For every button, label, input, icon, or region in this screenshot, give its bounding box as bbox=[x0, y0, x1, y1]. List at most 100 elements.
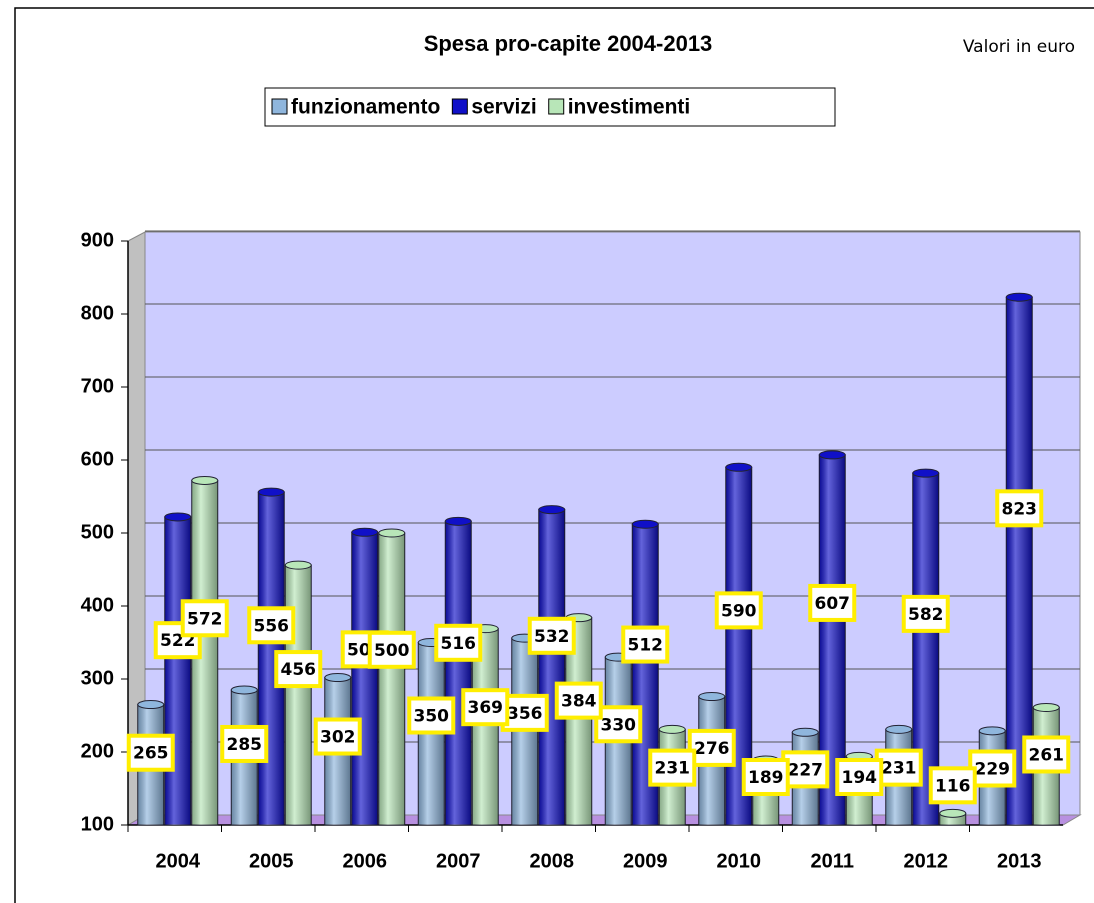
value-label: 285 bbox=[227, 735, 263, 755]
bar-top bbox=[658, 724, 686, 734]
value-label-box bbox=[554, 681, 603, 720]
bar-shade bbox=[939, 813, 966, 825]
x-tick-label: 2010 bbox=[717, 850, 762, 872]
bar-top bbox=[978, 726, 1006, 736]
y-tick-label: 600 bbox=[81, 448, 114, 470]
x-tick-label: 2013 bbox=[997, 850, 1042, 872]
bar-shade bbox=[445, 521, 472, 825]
frame bbox=[14, 7, 1094, 903]
value-label-box bbox=[835, 758, 884, 796]
value-label-box bbox=[461, 688, 510, 727]
value-label-box bbox=[594, 705, 643, 744]
value-label: 384 bbox=[561, 692, 597, 712]
value-label: 356 bbox=[507, 704, 543, 724]
bar-shade bbox=[378, 533, 405, 825]
bar-shade bbox=[164, 516, 191, 825]
bar-top bbox=[725, 462, 753, 472]
bar-top bbox=[818, 450, 846, 460]
value-label: 369 bbox=[468, 698, 504, 718]
value-label: 231 bbox=[655, 759, 691, 779]
y-tick-label: 300 bbox=[81, 667, 114, 689]
value-label-box bbox=[901, 594, 950, 633]
bar-shade bbox=[538, 509, 565, 825]
x-tick-label: 2007 bbox=[436, 850, 481, 872]
bar-top bbox=[351, 527, 379, 537]
legend-swatch bbox=[451, 98, 468, 115]
bar-top bbox=[230, 685, 258, 695]
bar-top bbox=[191, 475, 219, 485]
x-tick-label: 2008 bbox=[530, 850, 575, 872]
value-label-box bbox=[126, 733, 175, 772]
value-label: 229 bbox=[975, 759, 1011, 779]
value-label-box bbox=[621, 625, 670, 664]
legend-label: funzionamento bbox=[291, 96, 440, 119]
value-label-box bbox=[180, 599, 229, 638]
bar-top bbox=[257, 487, 285, 497]
bar-top bbox=[324, 673, 352, 683]
value-label: 227 bbox=[788, 760, 824, 780]
y-tick-label: 900 bbox=[81, 229, 114, 251]
value-label-box bbox=[313, 717, 362, 756]
x-tick-label: 2012 bbox=[904, 850, 949, 872]
y-tick-label: 200 bbox=[81, 740, 114, 762]
value-label: 582 bbox=[908, 605, 944, 625]
bar-shade bbox=[351, 532, 378, 825]
x-tick-label: 2005 bbox=[249, 850, 294, 872]
value-label-box bbox=[968, 749, 1017, 788]
legend-swatch bbox=[271, 98, 288, 115]
value-label: 512 bbox=[628, 636, 664, 656]
value-label: 330 bbox=[601, 715, 637, 735]
value-label: 265 bbox=[133, 744, 169, 764]
legend-swatch bbox=[548, 98, 565, 115]
legend: funzionamento servizi investimenti bbox=[271, 96, 691, 119]
value-label: 276 bbox=[694, 739, 730, 759]
value-label-box bbox=[1022, 735, 1071, 774]
value-label-box bbox=[928, 766, 977, 805]
bar-top bbox=[791, 727, 819, 737]
bar-top bbox=[164, 512, 192, 522]
value-label: 261 bbox=[1029, 745, 1065, 765]
bar-top bbox=[378, 528, 406, 538]
legend-label: servizi bbox=[471, 96, 536, 119]
value-label: 231 bbox=[881, 759, 917, 779]
value-label-box bbox=[220, 724, 269, 763]
value-label: 516 bbox=[441, 634, 477, 654]
bar-top bbox=[885, 724, 913, 734]
legend-label: investimenti bbox=[568, 96, 691, 119]
value-label-box bbox=[687, 728, 736, 767]
value-label: 116 bbox=[935, 776, 971, 796]
x-tick-label: 2006 bbox=[343, 850, 388, 872]
value-label-box bbox=[808, 583, 857, 622]
value-label-box bbox=[527, 616, 576, 655]
value-label-box bbox=[648, 748, 697, 787]
value-label: 194 bbox=[842, 768, 878, 788]
value-label: 590 bbox=[721, 601, 757, 621]
x-tick-label: 2011 bbox=[811, 850, 854, 872]
y-tick-label: 400 bbox=[81, 594, 114, 616]
value-label: 572 bbox=[187, 609, 223, 629]
value-label-box bbox=[407, 696, 456, 735]
bar-top bbox=[444, 516, 472, 526]
value-label-box bbox=[247, 606, 296, 645]
value-label: 500 bbox=[374, 641, 410, 661]
x-tick-label: 2009 bbox=[623, 850, 668, 872]
bar-top bbox=[1005, 292, 1033, 302]
value-label-box bbox=[741, 758, 790, 796]
chart-subtitle: Valori in euro bbox=[963, 37, 1075, 57]
y-tick-label: 100 bbox=[81, 813, 114, 835]
legend-box bbox=[264, 87, 836, 127]
value-label: 350 bbox=[414, 707, 450, 727]
value-label: 302 bbox=[320, 728, 356, 748]
chart-title: Spesa pro-capite 2004-2013 bbox=[424, 31, 713, 56]
value-label: 607 bbox=[815, 594, 851, 614]
bar-top bbox=[1032, 702, 1060, 712]
y-tick-label: 700 bbox=[81, 375, 114, 397]
bar-top bbox=[939, 808, 967, 818]
y-tick-label: 500 bbox=[81, 521, 114, 543]
bar-top bbox=[538, 505, 566, 515]
value-label: 189 bbox=[748, 768, 784, 788]
x-tick-label: 2004 bbox=[156, 850, 201, 872]
value-label: 456 bbox=[281, 660, 317, 680]
value-label-box bbox=[434, 623, 483, 662]
value-label-box bbox=[781, 750, 830, 789]
